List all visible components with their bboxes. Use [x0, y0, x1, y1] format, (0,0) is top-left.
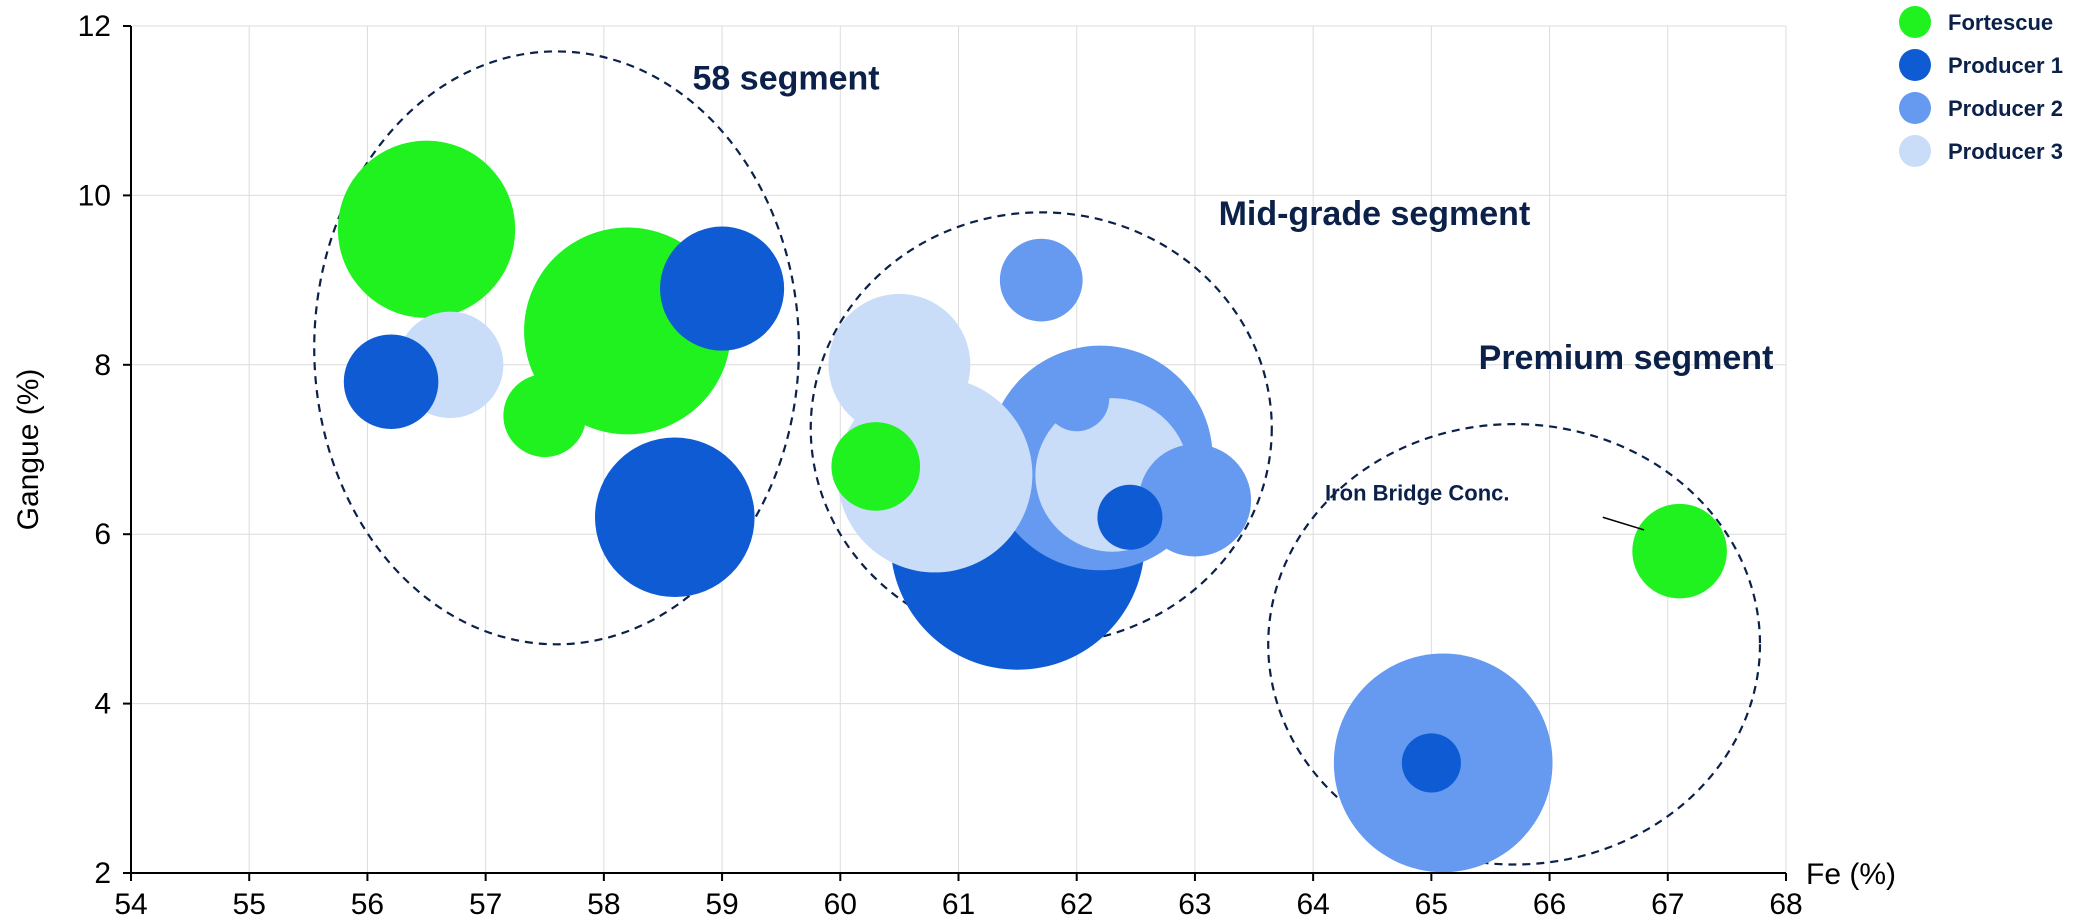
bubble-producer-1	[1401, 733, 1461, 793]
segment-label: Premium segment	[1479, 339, 1774, 377]
bubble-producer-1	[1097, 484, 1163, 550]
x-tick-label: 62	[1060, 888, 1093, 921]
x-tick-label: 56	[351, 888, 384, 921]
bubble-producer-3	[828, 293, 971, 436]
x-tick-label: 55	[233, 888, 266, 921]
axes	[123, 25, 1787, 881]
legend-marker	[1899, 135, 1931, 167]
bubble-producer-1	[343, 334, 439, 430]
x-tick-label: 64	[1296, 888, 1329, 921]
x-tick-label: 65	[1415, 888, 1448, 921]
x-axis-title: Fe (%)	[1806, 858, 1896, 891]
y-tick-label: 4	[94, 688, 111, 721]
segment-label: 58 segment	[693, 60, 880, 98]
x-tick-label: 54	[114, 888, 147, 921]
segment-ellipse	[1267, 422, 1762, 866]
legend-label: Producer 1	[1948, 53, 2063, 78]
bubble-fortescue	[337, 140, 516, 318]
legend-marker	[1899, 6, 1931, 38]
bubble-producer-1	[594, 437, 755, 598]
y-tick-label: 2	[94, 857, 111, 890]
y-tick-label: 8	[94, 349, 111, 382]
x-tick-label: 60	[824, 888, 857, 921]
legend-label: Producer 3	[1948, 139, 2063, 164]
x-tick-label: 61	[942, 888, 975, 921]
legend-label: Fortescue	[1948, 10, 2053, 35]
x-tick-label: 66	[1533, 888, 1566, 921]
bubble-fortescue	[1632, 503, 1727, 599]
bubbles	[337, 140, 1727, 873]
bubble-fortescue	[503, 374, 587, 457]
annotation-leader	[1602, 516, 1645, 531]
bubble-producer-1	[660, 226, 785, 351]
legend-label: Producer 2	[1948, 96, 2063, 121]
bubble-producer-2	[999, 238, 1083, 322]
legend-marker	[1899, 92, 1931, 124]
y-tick-label: 6	[94, 518, 111, 551]
y-axis-title: Gangue (%)	[12, 369, 45, 531]
x-tick-label: 63	[1178, 888, 1211, 921]
bubble-fortescue	[831, 422, 921, 511]
segment-labels: 58 segment Mid-grade segment Premium segme…	[693, 60, 1774, 378]
legend-marker	[1899, 49, 1931, 81]
segment-label: Mid-grade segment	[1219, 195, 1531, 233]
segment-ellipse	[313, 50, 801, 646]
x-tick-label: 57	[469, 888, 502, 921]
x-tick-label: 67	[1651, 888, 1684, 921]
x-tick-label: 68	[1769, 888, 1802, 921]
x-tick-label: 58	[587, 888, 620, 921]
x-tick-label: 59	[705, 888, 738, 921]
annotations: Iron Bridge Conc.	[1325, 480, 1645, 531]
bubble-producer-2	[1138, 444, 1252, 557]
legend: Fortescue Producer 1 Producer 2 Producer 3	[1899, 6, 2063, 167]
bubble-producer-2	[1044, 366, 1110, 432]
annotation-label: Iron Bridge Conc.	[1325, 480, 1510, 505]
y-tick-label: 12	[78, 10, 111, 43]
y-tick-label: 10	[78, 179, 111, 212]
